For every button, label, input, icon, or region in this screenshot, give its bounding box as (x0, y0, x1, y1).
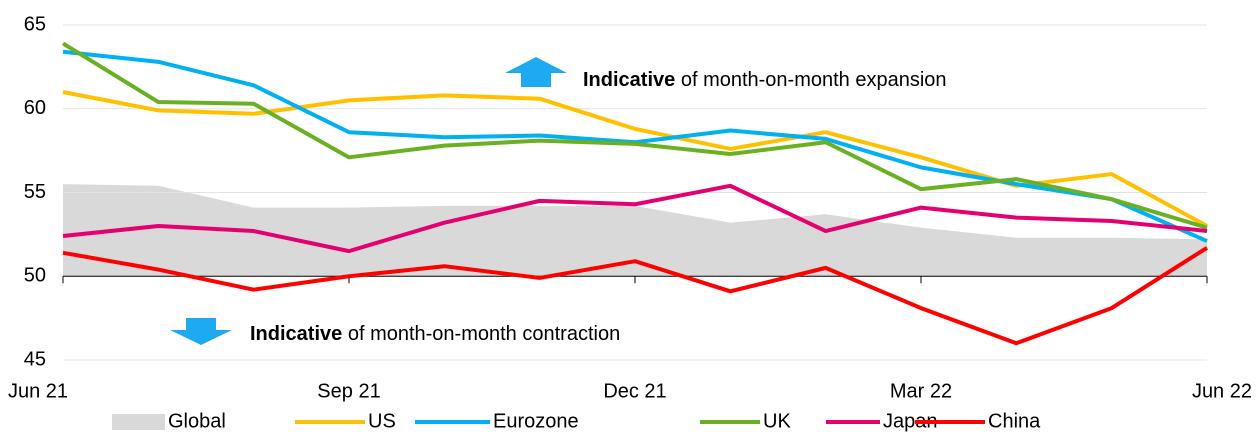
y-tick-label: 60 (24, 97, 46, 119)
x-tick-label: Sep 21 (317, 380, 380, 402)
y-tick-label: 50 (24, 265, 46, 287)
legend-label: Eurozone (493, 410, 579, 432)
x-tick-label: Jun 21 (8, 380, 68, 402)
legend-label: UK (763, 410, 791, 432)
x-tick-label: Dec 21 (603, 380, 666, 402)
area (63, 184, 1207, 277)
y-tick-label: 45 (24, 348, 46, 370)
legend-label: Japan (883, 410, 938, 432)
x-tick-label: Jun 22 (1192, 380, 1252, 402)
x-tick-label: Mar 22 (890, 380, 952, 402)
line (62, 183, 1208, 254)
y-tick-label: 55 (24, 181, 46, 203)
legend-label: US (368, 410, 396, 432)
up-arrow (505, 57, 567, 87)
y-tick-label: 65 (24, 13, 46, 35)
legend-label: Global (168, 410, 226, 432)
legend-label: China (988, 410, 1041, 432)
legend-swatch (112, 414, 165, 430)
down-arrow (170, 318, 232, 345)
line (62, 246, 1209, 346)
annotation: Indicative of month-on-month contraction (250, 323, 620, 345)
annotation: Indicative of month-on-month expansion (583, 69, 947, 91)
line (61, 41, 1208, 230)
